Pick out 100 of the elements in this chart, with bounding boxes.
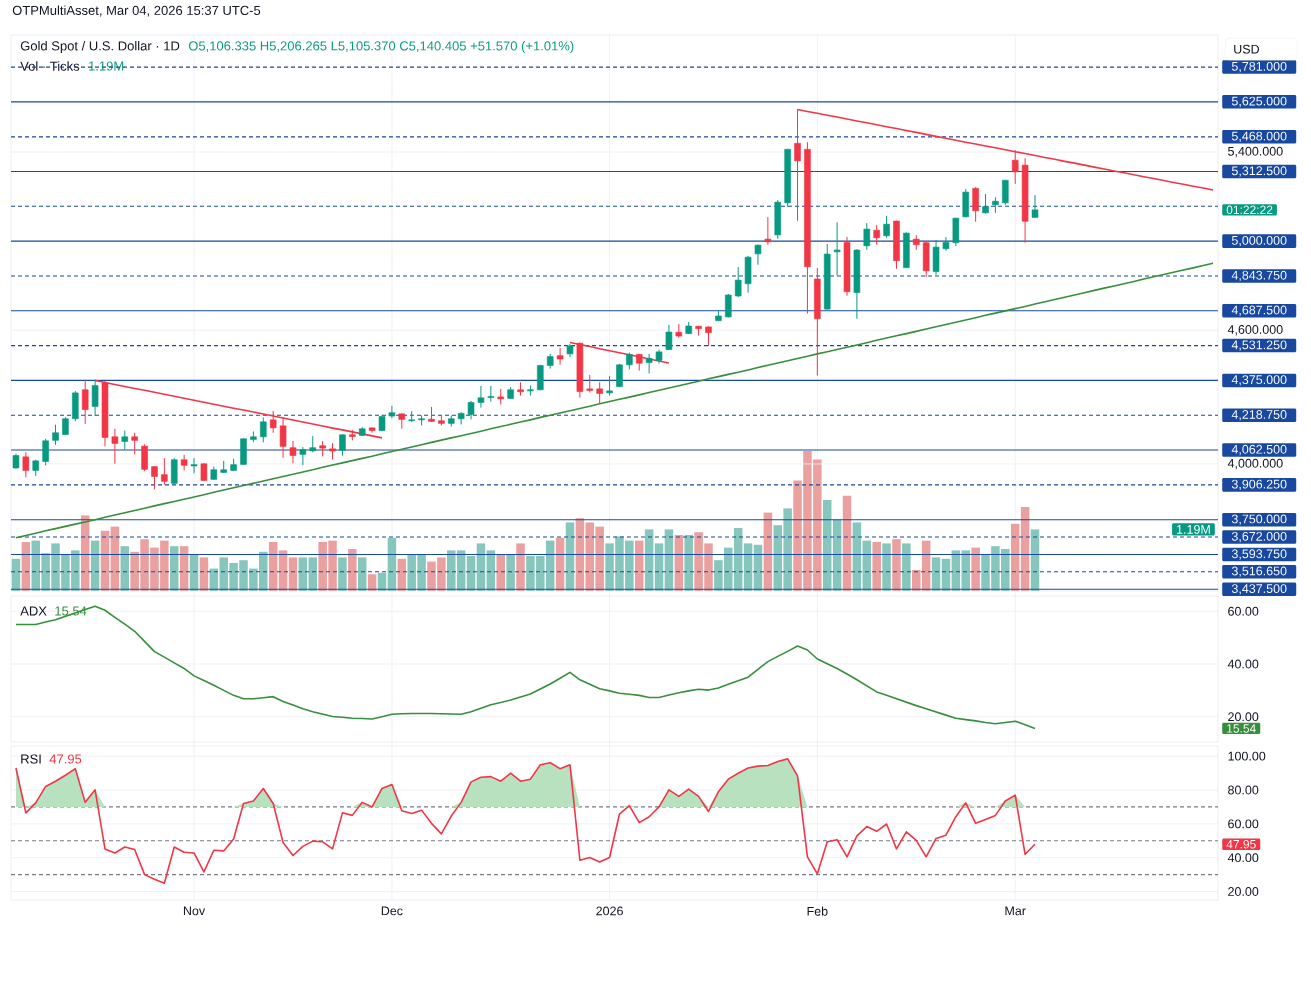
ref-line-label: 3,906.250 [1231, 479, 1287, 491]
y-tick-label: 80.00 [1228, 785, 1259, 795]
annotation: 1.19M [89, 61, 124, 71]
ref-line-label: 4,218.750 [1231, 410, 1287, 421]
ref-line-label: 5,312.500 [1231, 166, 1287, 177]
candlestick [22, 451, 30, 478]
ref-line-label: 4,531.250 [1231, 340, 1287, 351]
bar [902, 543, 911, 591]
y-tick-label: 20.00 [1228, 712, 1259, 722]
candlestick [81, 379, 89, 425]
ref-line-label: 3,593.750 [1231, 549, 1287, 560]
candlestick [299, 446, 307, 466]
ref-line-label: 5,625.000 [1231, 96, 1287, 107]
candlestick [556, 347, 564, 366]
candlestick [873, 224, 880, 246]
candlestick [645, 353, 653, 374]
candlestick [477, 385, 485, 409]
annotation: 47.95 [49, 754, 82, 764]
y-tick-label: 5,400.000 [1228, 146, 1283, 158]
y-tick-label: 4,000.000 [1227, 458, 1283, 470]
chart-title: Gold Spot / U.S. Dollar · 1D [20, 40, 180, 54]
y-tick-label: 40.00 [1227, 853, 1259, 863]
candlestick [883, 215, 890, 239]
candlestick [121, 430, 129, 450]
text: OTPMultiAsset, Mar 04, 2026 15:37 UTC-5 [12, 5, 261, 17]
candlestick [665, 324, 673, 351]
text: 47.95 [1226, 839, 1256, 849]
candlestick [42, 438, 49, 466]
candlestick [606, 375, 613, 397]
ref-line-label: 3,516.650 [1231, 566, 1287, 577]
y-tick-label: 60.00 [1228, 819, 1259, 829]
ref-line-label: 4,843.750 [1231, 270, 1287, 282]
bar [971, 547, 980, 591]
bar [169, 546, 179, 591]
series-label: RSI [21, 754, 41, 764]
series-label: ADX [20, 606, 47, 616]
candlestick [170, 457, 178, 485]
bar [506, 554, 515, 591]
candlestick [131, 432, 138, 455]
y-tick-label: 60.00 [1228, 606, 1259, 616]
candlestick [942, 236, 950, 252]
chart-title: Vol · Ticks [20, 61, 80, 71]
x-tick-label: 2026 [596, 906, 623, 916]
ref-line-label: 4,375.000 [1231, 375, 1287, 386]
candlestick [596, 381, 603, 405]
ref-line-label: 4,687.500 [1231, 305, 1287, 316]
candlestick [269, 410, 277, 434]
bar [348, 549, 357, 591]
candlestick [972, 186, 979, 223]
candlestick [91, 379, 99, 417]
ref-line-label: 3,750.000 [1231, 514, 1287, 525]
candlestick [141, 443, 148, 472]
candlestick [764, 216, 772, 246]
candlestick [190, 457, 198, 474]
y-tick-label: 40.00 [1227, 659, 1259, 669]
bar [882, 543, 891, 591]
ref-line-label: 5,468.000 [1231, 131, 1287, 142]
x-tick-label: Nov [183, 906, 206, 916]
ref-line-label: 3,437.500 [1231, 584, 1287, 595]
candlestick [111, 428, 119, 465]
text: USD [1234, 44, 1259, 54]
candlestick [467, 400, 475, 420]
candlestick [982, 193, 989, 215]
y-tick-label: 20.00 [1228, 887, 1259, 896]
ref-line-label: 4,062.500 [1231, 444, 1287, 456]
text: 15.54 [1227, 724, 1256, 733]
bar [496, 554, 505, 591]
x-tick-label: Feb [807, 906, 828, 916]
x-tick-label: Mar [1005, 906, 1026, 916]
candlestick [1011, 149, 1019, 185]
ref-line-label: 5,000.000 [1231, 235, 1287, 247]
ref-line-label: 3,672.000 [1231, 531, 1287, 543]
candlestick [339, 433, 346, 457]
candlestick [734, 266, 742, 298]
candlestick [161, 457, 168, 486]
annotation: 1.19M [1177, 524, 1210, 534]
candlestick [151, 465, 158, 490]
chart-subtitle: O5,106.335 H5,206.265 L5,105.370 C5,140.405 +51.570 (+1.01%) [188, 40, 574, 54]
bar [338, 557, 347, 591]
y-tick-label: 4,600.000 [1227, 325, 1283, 336]
candlestick [863, 222, 871, 251]
text: 01:22:22 [1226, 205, 1273, 215]
line-series [15, 262, 1214, 539]
candlestick [754, 244, 762, 266]
candlestick [833, 221, 841, 277]
candlestick [1031, 194, 1039, 219]
candlestick [52, 424, 59, 446]
bar [516, 543, 525, 591]
candlestick [388, 405, 396, 419]
candlestick [1002, 179, 1009, 206]
bar [684, 535, 693, 591]
candlestick [260, 416, 267, 443]
candlestick [180, 454, 188, 471]
candlestick [705, 325, 712, 347]
ref-line-label: 5,781.000 [1231, 61, 1287, 73]
bar [892, 539, 901, 591]
y-tick-label: 100.00 [1228, 751, 1266, 761]
x-tick-label: Dec [381, 906, 403, 916]
bar [872, 542, 881, 591]
candlestick [289, 440, 297, 464]
